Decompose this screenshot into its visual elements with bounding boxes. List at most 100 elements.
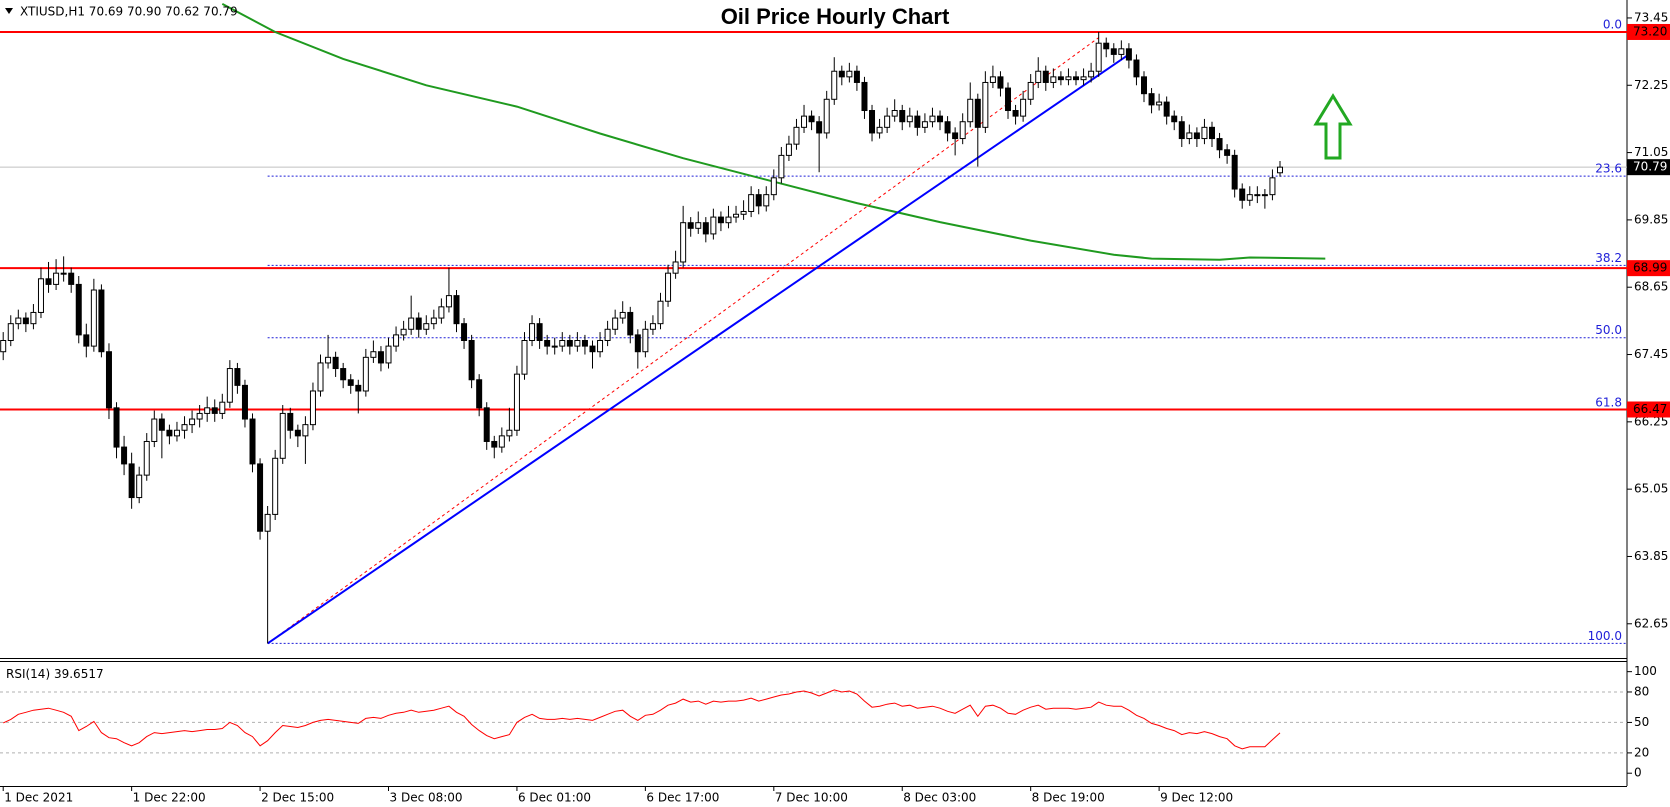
level-label-box <box>1627 23 1670 40</box>
candle-body <box>423 323 430 330</box>
candle-body <box>687 222 694 229</box>
candle-body <box>272 457 279 515</box>
candle-body <box>1020 98 1027 117</box>
current-price-box <box>1627 159 1670 176</box>
candle-body <box>513 373 520 431</box>
candle-body <box>672 261 679 274</box>
candle-body <box>891 110 898 117</box>
candle-body <box>1261 194 1268 197</box>
candle-body <box>1110 48 1117 55</box>
candle-body <box>831 70 838 100</box>
candle-body <box>559 339 566 347</box>
candle-body <box>158 418 165 431</box>
fib-label: 50.0 <box>1595 323 1622 337</box>
candle-body <box>1042 70 1049 83</box>
candle-body <box>189 418 196 426</box>
candle-body <box>816 121 823 134</box>
candle-body <box>884 115 891 128</box>
candle-body <box>778 154 785 179</box>
candle-body <box>1193 132 1200 140</box>
candle-body <box>1246 194 1253 201</box>
y-tick-label: 62.65 <box>1634 616 1668 630</box>
candle-body <box>438 306 445 319</box>
candle-body <box>944 121 951 134</box>
candle-body <box>1201 126 1208 140</box>
rsi-header: RSI(14) 39.6517 <box>6 667 104 681</box>
y-tick-label: 73.45 <box>1634 10 1668 24</box>
candle-body <box>340 368 347 381</box>
candle-body <box>665 272 672 302</box>
candle-body <box>332 356 339 370</box>
candle-body <box>226 368 233 403</box>
chart-title: Oil Price Hourly Chart <box>721 4 950 29</box>
up-arrow <box>1313 93 1353 160</box>
y-tick-label: 63.85 <box>1634 549 1668 563</box>
candle-body <box>657 300 664 325</box>
candle-body <box>838 70 845 78</box>
candle-body <box>234 368 241 386</box>
candle-body <box>506 429 513 437</box>
candle-body <box>0 339 7 353</box>
rsi-value: 39.6517 <box>54 667 104 681</box>
candle-body <box>921 121 928 128</box>
candle-body <box>105 351 112 409</box>
candle-body <box>181 424 188 431</box>
candle-body <box>619 311 626 319</box>
candle-body <box>113 407 120 448</box>
candle-body <box>37 278 44 313</box>
price-panel: 0.0 23.6 38.2 50.0 61.8 100.0 <box>0 3 1627 645</box>
candle-body <box>249 418 256 465</box>
candle-body <box>430 317 437 325</box>
candle-body <box>1103 42 1110 50</box>
candle-body <box>22 317 29 325</box>
candle-body <box>680 222 687 263</box>
fib-label: 0.0 <box>1603 17 1622 31</box>
candle-body <box>725 216 732 224</box>
candle-body <box>121 446 128 465</box>
candle-body <box>1254 194 1261 197</box>
candle-body <box>1148 93 1155 106</box>
chart-header: XTIUSD,H1 70.69 70.90 70.62 70.79 <box>20 5 238 19</box>
candle-body <box>1209 126 1215 140</box>
moving-average <box>221 3 1326 261</box>
candle-body <box>362 356 369 392</box>
candle-body <box>408 317 415 330</box>
candle-body <box>899 110 906 123</box>
candle-body <box>302 424 309 437</box>
candle-body <box>1027 81 1034 100</box>
candle-body <box>1050 76 1057 83</box>
candle-body <box>453 295 460 325</box>
rsi-tick-label: 20 <box>1634 745 1649 759</box>
candle-body <box>1065 76 1072 81</box>
candle-body <box>1073 76 1080 81</box>
candle-body <box>241 384 248 420</box>
candle-body <box>869 110 876 134</box>
candle-body <box>589 345 596 353</box>
candle-body <box>468 339 475 381</box>
candle-body <box>914 115 921 128</box>
candle-body <box>1057 76 1064 81</box>
candle-body <box>491 440 498 448</box>
candle-body <box>347 379 354 386</box>
candle-body <box>770 177 777 196</box>
y-tick-label: 65.05 <box>1634 482 1668 496</box>
candle-body <box>173 429 180 437</box>
candle-body <box>785 143 792 156</box>
candle-body <box>98 289 105 353</box>
candle-body <box>279 412 286 459</box>
candle-body <box>581 339 588 347</box>
candle-body <box>574 339 581 347</box>
y-tick-label: 72.25 <box>1634 78 1668 92</box>
candle-body <box>1186 132 1193 140</box>
candle-body <box>982 81 989 128</box>
candle-body <box>937 115 944 123</box>
axes: 73.45 72.25 71.05 69.85 68.65 67.45 66.25 65.05… <box>2 10 1670 805</box>
x-tick-label: 6 Dec 17:00 <box>646 791 719 805</box>
rsi-label: RSI(14) <box>6 667 50 681</box>
candle-body <box>1239 188 1246 201</box>
level-label: 73.20 <box>1633 24 1667 38</box>
candle-body <box>1269 177 1276 196</box>
